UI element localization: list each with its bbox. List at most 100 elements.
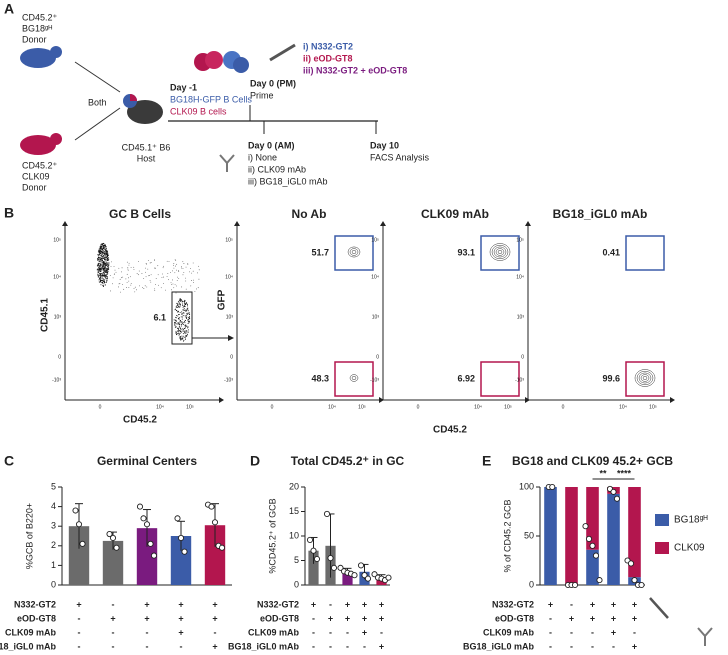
gate-value: 93.1: [457, 247, 475, 257]
event-dot: [163, 265, 165, 267]
event-dot: [177, 306, 179, 308]
bar-segment: [586, 487, 599, 550]
event-dot: [98, 260, 100, 262]
condition-sign: +: [379, 613, 384, 623]
event-dot: [104, 275, 106, 277]
contour: [349, 248, 359, 256]
y-tick-label: -10³: [370, 377, 379, 383]
event-dot: [130, 284, 132, 286]
event-dot: [177, 303, 179, 305]
event-dot: [99, 247, 101, 249]
event-dot: [185, 288, 187, 290]
event-dot: [104, 251, 106, 253]
bar-segment: [607, 493, 620, 585]
event-dot: [149, 262, 151, 264]
event-dot: [98, 266, 100, 268]
panel-label: D: [250, 453, 260, 469]
event-dot: [103, 266, 105, 268]
event-dot: [182, 337, 184, 339]
condition-sign: -: [591, 641, 594, 651]
event-dot: [97, 263, 99, 265]
event-dot: [144, 285, 146, 287]
condition-sign: +: [632, 599, 637, 609]
event-dot: [102, 251, 104, 253]
event-dot: [175, 306, 177, 308]
axis-label: CD45.2: [123, 415, 157, 426]
axis-label: CD45.1: [40, 298, 51, 332]
y-tick-label: 10³: [517, 314, 525, 320]
event-dot: [154, 267, 156, 269]
event-dot: [98, 258, 100, 260]
event-dot: [184, 315, 186, 317]
condition-sign: +: [362, 599, 367, 609]
condition-sign: -: [346, 627, 349, 637]
event-dot: [104, 284, 106, 286]
event-dot: [183, 305, 185, 307]
event-dot: [198, 278, 200, 280]
event-dot: [97, 270, 99, 272]
event-dot: [102, 278, 104, 280]
event-dot: [105, 268, 107, 270]
x-tick-label: 0: [562, 404, 565, 410]
event-dot: [149, 279, 151, 281]
event-dot: [173, 287, 175, 289]
x-tick-label: 10⁵: [186, 404, 194, 410]
event-dot: [179, 337, 181, 339]
event-dot: [180, 338, 182, 340]
event-dot: [101, 254, 103, 256]
event-dot: [182, 328, 184, 330]
data-point: [631, 577, 638, 584]
event-dot: [128, 280, 130, 282]
event-dot: [107, 264, 109, 266]
event-dot: [99, 257, 101, 259]
x-tick-label: 10⁴: [156, 404, 164, 410]
event-dot: [182, 315, 184, 317]
event-dot: [183, 307, 185, 309]
event-dot: [112, 277, 114, 279]
condition-sign: +: [632, 641, 637, 651]
y-tick-label: 10³: [372, 314, 380, 320]
event-dot: [105, 256, 107, 258]
event-dot: [104, 258, 106, 260]
condition-sign: +: [590, 599, 595, 609]
event-dot: [100, 279, 102, 281]
condition-label: N332-GT2: [492, 599, 534, 609]
antibody-icon: [219, 154, 235, 172]
event-dot: [133, 266, 135, 268]
event-dot: [171, 279, 173, 281]
event-dot: [97, 276, 99, 278]
event-dot: [174, 324, 176, 326]
x-tick-label: 10⁵: [649, 404, 657, 410]
event-dot: [103, 263, 105, 265]
event-dot: [106, 253, 108, 255]
event-dot: [100, 255, 102, 257]
event-dot: [145, 276, 147, 278]
event-dot: [106, 277, 108, 279]
event-dot: [98, 269, 100, 271]
event-dot: [180, 300, 182, 302]
condition-sign: -: [329, 627, 332, 637]
event-dot: [108, 267, 110, 269]
contour: [642, 376, 648, 380]
data-point: [549, 483, 556, 491]
condition-sign: -: [570, 627, 573, 637]
y-tick-label: 0: [294, 579, 299, 589]
bar: [102, 540, 124, 585]
event-dot: [106, 268, 108, 270]
event-dot: [179, 327, 181, 329]
chimera-icon: [130, 94, 137, 101]
event-dot: [174, 323, 176, 325]
event-dot: [179, 330, 181, 332]
event-dot: [104, 248, 106, 250]
condition-label: BG18_iGL0 mAb: [463, 641, 535, 651]
y-axis-label: % of CD45.2 GCB: [502, 499, 512, 572]
host-label: Host: [137, 153, 156, 163]
event-dot: [133, 269, 135, 270]
event-dot: [102, 276, 104, 278]
condition-sign: +: [548, 599, 553, 609]
event-dot: [176, 279, 178, 281]
event-dot: [158, 284, 159, 286]
condition-sign: -: [633, 627, 636, 637]
host-mouse: [127, 100, 163, 124]
event-dot: [102, 275, 104, 277]
